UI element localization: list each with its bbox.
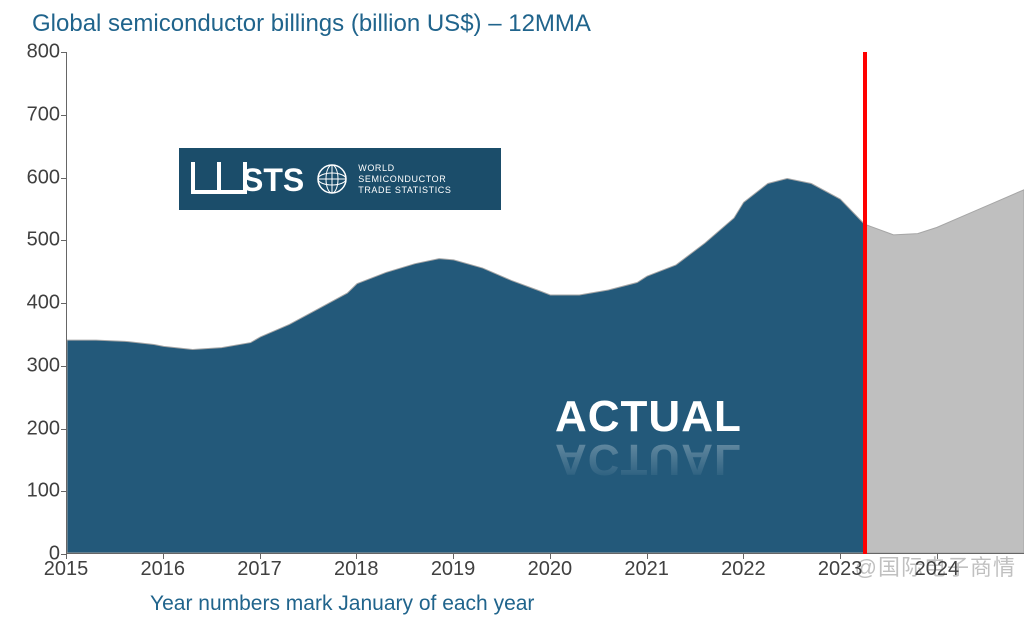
x-tick-mark xyxy=(550,554,551,559)
globe-icon xyxy=(316,163,348,195)
y-tick-mark xyxy=(61,303,66,304)
logo-line-2: SEMICONDUCTOR xyxy=(358,174,451,185)
wsts-wordmark: STS xyxy=(193,159,304,199)
chart-title: Global semiconductor billings (billion U… xyxy=(32,10,591,38)
x-tick-mark xyxy=(647,554,648,559)
x-tick-label: 2019 xyxy=(431,558,476,581)
x-tick-label: 2021 xyxy=(624,558,669,581)
y-tick-mark xyxy=(61,52,66,53)
logo-line-1: WORLD xyxy=(358,163,451,174)
x-tick-label: 2015 xyxy=(44,558,89,581)
y-tick-label: 400 xyxy=(10,292,60,315)
x-tick-mark xyxy=(356,554,357,559)
x-tick-mark xyxy=(163,554,164,559)
area-series xyxy=(67,52,1024,553)
actual-forecast-divider xyxy=(863,52,867,554)
x-tick-mark xyxy=(743,554,744,559)
y-tick-label: 500 xyxy=(10,229,60,252)
y-tick-label: 700 xyxy=(10,103,60,126)
forecast-area xyxy=(865,190,1025,553)
y-tick-mark xyxy=(61,491,66,492)
actual-area xyxy=(67,179,865,553)
plot-area: STS WORLD SEMICONDUCTOR TRADE STATISTICS… xyxy=(66,52,1024,554)
x-tick-label: 2020 xyxy=(528,558,573,581)
x-tick-label: 2022 xyxy=(721,558,766,581)
x-axis-caption: Year numbers mark January of each year xyxy=(150,592,534,616)
y-tick-mark xyxy=(61,178,66,179)
x-tick-label: 2016 xyxy=(141,558,186,581)
x-tick-mark xyxy=(260,554,261,559)
x-tick-label: 2017 xyxy=(237,558,282,581)
y-tick-mark xyxy=(61,366,66,367)
wsts-logo-text: WORLD SEMICONDUCTOR TRADE STATISTICS xyxy=(358,163,451,196)
x-tick-label: 2018 xyxy=(334,558,379,581)
y-tick-mark xyxy=(61,240,66,241)
x-tick-mark xyxy=(840,554,841,559)
actual-overlay-reflection: ACTUAL xyxy=(555,434,742,484)
x-tick-mark xyxy=(66,554,67,559)
x-tick-label: 2024 xyxy=(915,558,960,581)
y-tick-label: 300 xyxy=(10,354,60,377)
y-tick-label: 100 xyxy=(10,480,60,503)
x-tick-mark xyxy=(937,554,938,559)
y-tick-label: 800 xyxy=(10,41,60,64)
y-tick-label: 200 xyxy=(10,417,60,440)
wsts-logo: STS WORLD SEMICONDUCTOR TRADE STATISTICS xyxy=(179,148,501,210)
y-tick-mark xyxy=(61,429,66,430)
x-tick-mark xyxy=(453,554,454,559)
y-tick-mark xyxy=(61,115,66,116)
logo-line-3: TRADE STATISTICS xyxy=(358,185,451,196)
y-tick-label: 600 xyxy=(10,166,60,189)
x-tick-label: 2023 xyxy=(818,558,863,581)
